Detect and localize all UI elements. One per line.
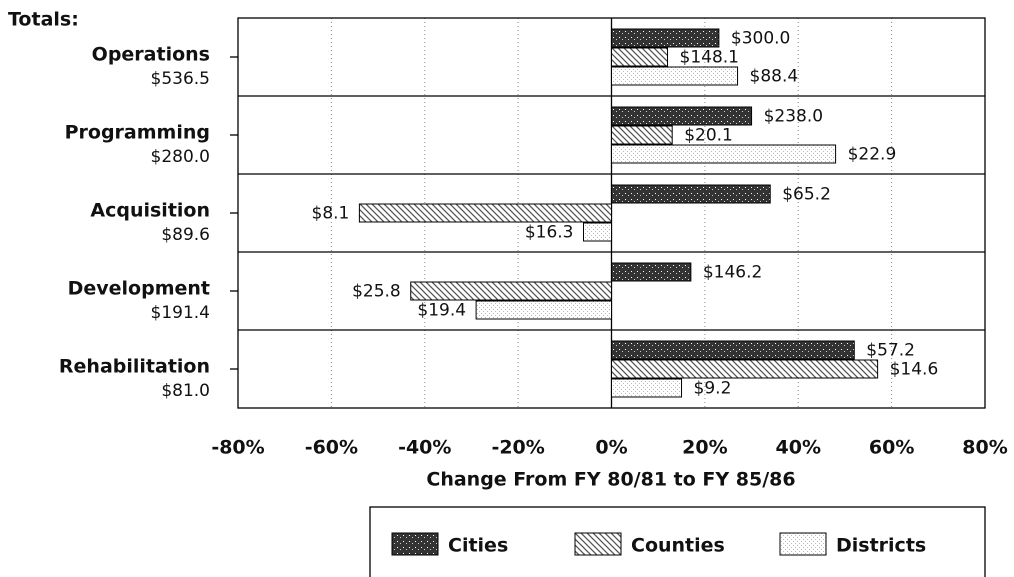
- category-label: Rehabilitation: [59, 356, 210, 378]
- bar: [475, 300, 613, 320]
- bar-amount: $300.0: [731, 29, 790, 49]
- bar-amount: $19.4: [417, 301, 466, 321]
- category-total: $536.5: [151, 69, 210, 89]
- category-label: Development: [68, 278, 210, 300]
- x-axis-label: Change From FY 80/81 to FY 85/86: [426, 469, 795, 491]
- bar: [611, 340, 855, 360]
- bar: [611, 66, 739, 86]
- legend-swatch: [391, 532, 439, 556]
- x-tick-label: -80%: [211, 437, 264, 459]
- category-label: Acquisition: [90, 200, 210, 222]
- x-tick-label: -40%: [398, 437, 451, 459]
- bar: [410, 281, 612, 301]
- bar: [611, 28, 720, 48]
- totals-label: Totals:: [8, 9, 79, 31]
- x-tick-label: 60%: [869, 437, 914, 459]
- legend-box: [369, 506, 986, 577]
- x-tick-label: 80%: [962, 437, 1007, 459]
- bar: [582, 222, 612, 242]
- x-tick-label: -60%: [305, 437, 358, 459]
- category-total: $191.4: [151, 303, 210, 323]
- bar: [358, 203, 613, 223]
- bar: [611, 125, 673, 145]
- x-tick-label: 0%: [595, 437, 627, 459]
- bar-amount: $238.0: [764, 107, 823, 127]
- bar-amount: $14.6: [890, 360, 939, 380]
- legend-label: Cities: [448, 535, 508, 557]
- category-total: $280.0: [151, 147, 210, 167]
- category-total: $81.0: [161, 381, 210, 401]
- legend-label: Districts: [836, 535, 926, 557]
- bar-amount: $25.8: [352, 282, 401, 302]
- bar-amount: $8.1: [312, 204, 350, 224]
- x-tick-label: -20%: [491, 437, 544, 459]
- category-label: Programming: [65, 122, 210, 144]
- legend-swatch: [574, 532, 622, 556]
- bar: [611, 359, 879, 379]
- bar: [611, 184, 771, 204]
- legend-swatch: [779, 532, 827, 556]
- legend-label: Counties: [631, 535, 725, 557]
- bar: [611, 378, 683, 398]
- bar: [611, 144, 837, 164]
- bar: [611, 106, 753, 126]
- bar: [611, 262, 692, 282]
- category-label: Operations: [92, 44, 210, 66]
- x-tick-label: 20%: [682, 437, 727, 459]
- category-total: $89.6: [161, 225, 210, 245]
- bar-amount: $146.2: [703, 263, 762, 283]
- bar-amount: $57.2: [866, 341, 915, 361]
- bar-amount: $20.1: [684, 126, 733, 146]
- bar-amount: $9.2: [694, 379, 732, 399]
- bar-amount: $22.9: [848, 145, 897, 165]
- x-tick-label: 40%: [776, 437, 821, 459]
- bar-amount: $65.2: [782, 185, 831, 205]
- bar-amount: $16.3: [525, 223, 574, 243]
- bar-amount: $148.1: [680, 48, 739, 68]
- bar-amount: $88.4: [750, 67, 799, 87]
- bar: [611, 47, 669, 67]
